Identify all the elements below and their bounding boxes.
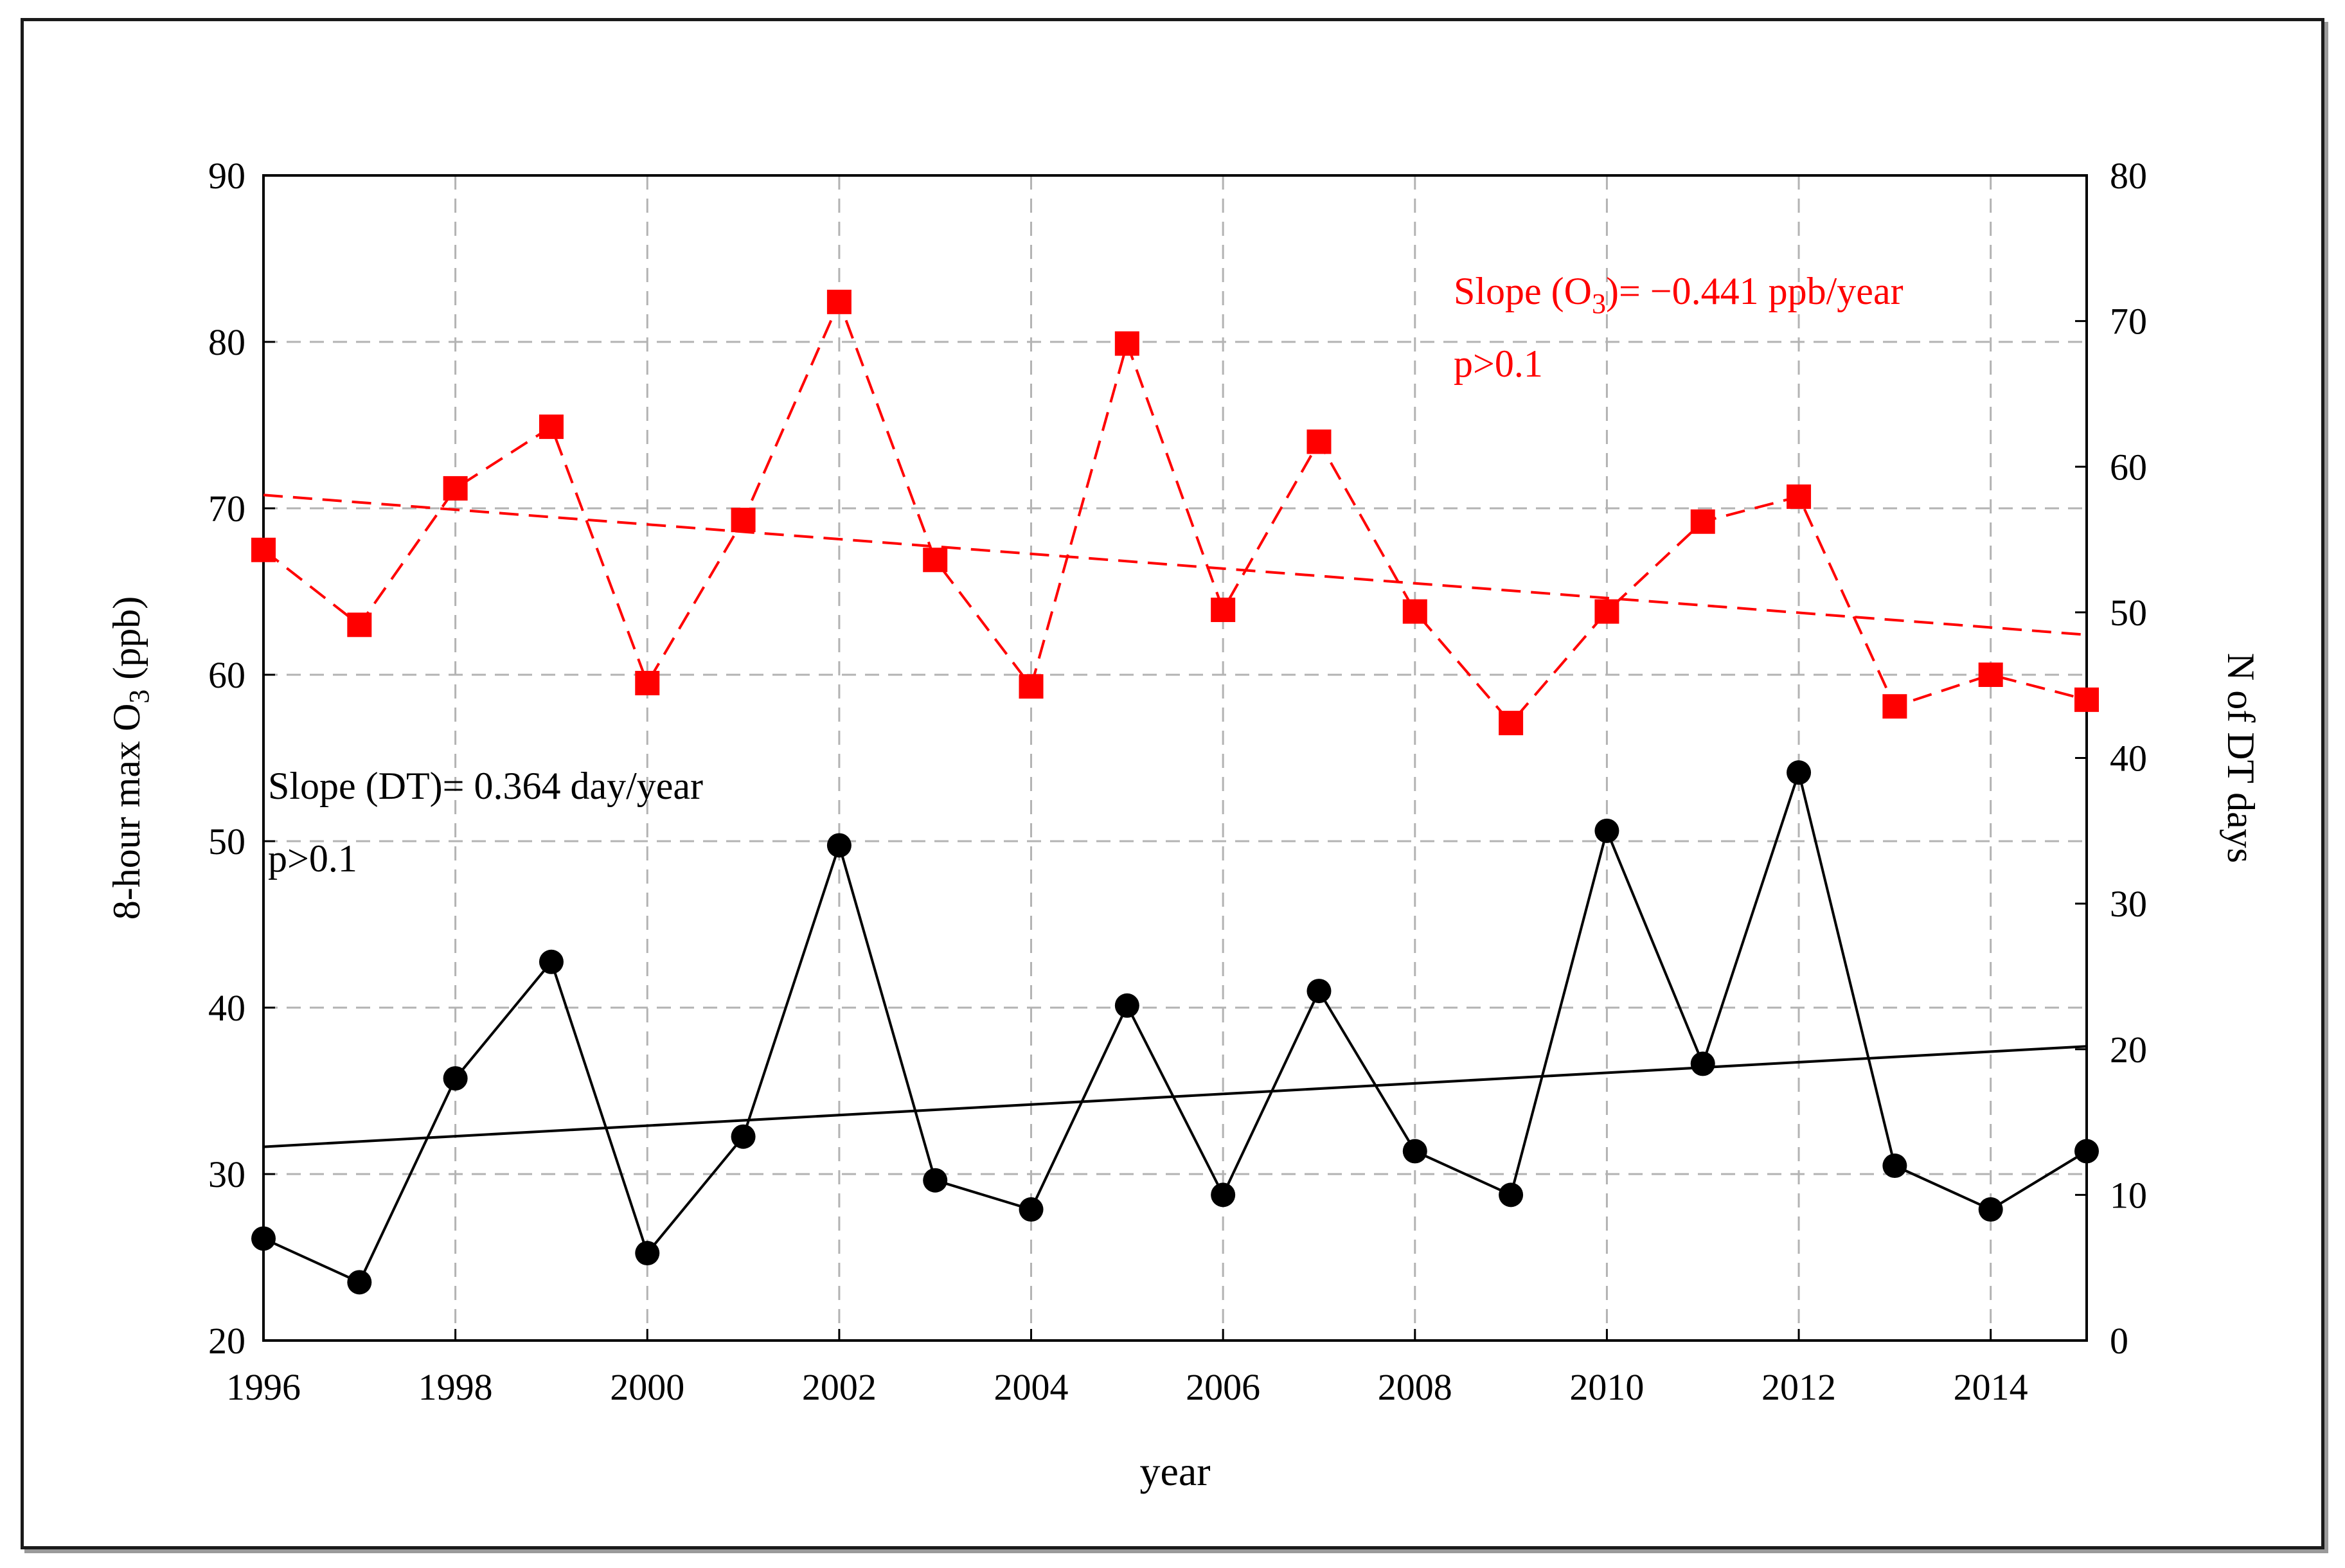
o3-slope-subscript: 3 [1592,288,1606,319]
left-y-tick-label: 20 [208,1320,245,1362]
left-y-tick-label: 60 [208,654,245,696]
right-y-tick-label: 30 [2110,883,2147,925]
left-y-label-text: 8-hour max O [105,704,148,920]
data-point-dt [1594,818,1619,843]
data-series [251,289,2099,1295]
left-y-tick-label: 80 [208,321,245,363]
o3-slope-value: )= −0.441 ppb/year [1606,270,1904,312]
data-point-o3 [1211,597,1236,622]
data-point-dt [251,1226,276,1251]
annotations: Slope (O3)= −0.441 ppb/year p>0.1 Slope … [268,270,1904,880]
x-tick-label: 2010 [1569,1366,1644,1408]
data-point-o3 [1402,599,1427,624]
right-y-tick-label: 50 [2110,592,2147,634]
data-point-dt [1690,1051,1715,1076]
data-point-dt [1787,760,1812,785]
data-point-o3 [635,670,660,695]
left-y-axis-label: 8-hour max O3 (ppb) [105,596,155,920]
data-point-o3 [1594,599,1619,624]
data-point-dt [826,833,852,858]
data-point-o3 [443,476,468,501]
data-point-o3 [731,508,756,533]
right-y-tick-label: 0 [2110,1320,2128,1362]
right-y-tick-label: 60 [2110,446,2147,488]
series-o3 [251,289,2099,736]
left-y-label-subscript: 3 [123,690,155,704]
data-point-dt [347,1270,372,1295]
data-point-o3 [539,414,564,440]
data-point-o3 [2074,687,2099,712]
series-line-dt [263,767,2088,1284]
series-dt [251,760,2099,1295]
figure-frame: 1996 1998 2000 2002 2004 2006 2008 2010 2012 2014… [21,18,2324,1549]
left-y-label-unit: (ppb) [105,596,148,690]
series-line-o3 [262,298,2087,726]
data-point-dt [539,949,564,974]
data-point-dt [731,1124,756,1149]
data-point-dt [1019,1197,1044,1222]
x-tick-label: 2000 [610,1366,684,1408]
x-axis-label: year [1139,1448,1210,1494]
right-y-tick-label: 70 [2110,301,2147,343]
trendlines [263,494,2087,1148]
data-point-dt [1114,993,1139,1018]
data-point-dt [1499,1182,1524,1207]
right-y-tick-label: 80 [2110,155,2147,197]
data-point-o3 [1787,484,1812,509]
x-tick-label: 2002 [802,1366,877,1408]
data-point-dt [1402,1139,1427,1164]
x-tick-label: 2006 [1186,1366,1260,1408]
right-y-tick-label: 20 [2110,1029,2147,1071]
data-point-o3 [923,548,948,573]
left-y-tick-label: 90 [208,155,245,197]
x-tick-label: 2004 [994,1366,1069,1408]
data-point-dt [923,1168,948,1193]
axis-labels: year 8-hour max O3 (ppb) N of DT days [105,596,2262,1494]
x-tick-label: 2012 [1761,1366,1836,1408]
dt-slope-annotation: Slope (DT)= 0.364 day/year [268,765,703,807]
left-y-tick-label: 70 [208,488,245,530]
trendline-dt [263,1045,2087,1148]
data-point-dt [1306,979,1332,1004]
data-point-o3 [347,612,372,637]
data-point-dt [1978,1197,2003,1222]
x-tick-label: 2008 [1378,1366,1452,1408]
right-y-axis-label: N of DT days [2220,653,2262,863]
x-tick-label: 1998 [418,1366,493,1408]
x-tick-label: 1996 [226,1366,301,1408]
right-y-tick-label: 40 [2110,738,2147,780]
data-point-dt [1882,1154,1907,1179]
data-point-o3 [1499,711,1524,736]
data-point-o3 [1019,674,1044,699]
data-point-o3 [1306,429,1332,454]
grid [263,175,2087,1341]
data-point-dt [2074,1139,2099,1164]
data-point-o3 [1978,663,2003,687]
data-point-o3 [1690,509,1715,534]
chart: 1996 1998 2000 2002 2004 2006 2008 2010 2012 2014… [105,155,2262,1494]
o3-slope-annotation: Slope (O3)= −0.441 ppb/year [1454,270,1904,319]
data-point-o3 [251,537,276,562]
right-y-tick-label: 10 [2110,1174,2147,1216]
data-point-dt [635,1241,660,1266]
data-point-o3 [1882,694,1907,719]
plot-area [262,174,2088,1342]
data-point-dt [1211,1182,1236,1207]
left-y-tick-label: 40 [208,987,245,1029]
o3-slope-text: Slope (O [1454,270,1592,312]
left-y-tick-label: 50 [208,821,245,862]
data-point-o3 [1114,331,1139,356]
data-point-dt [443,1066,468,1091]
axis-ticks: 1996 1998 2000 2002 2004 2006 2008 2010 2012 2014… [208,155,2147,1408]
data-point-o3 [826,289,852,314]
x-tick-label: 2014 [1954,1366,2028,1408]
o3-p-value: p>0.1 [1454,343,1543,385]
dt-p-value: p>0.1 [268,837,357,880]
left-y-tick-label: 30 [208,1154,245,1195]
trendline-o3 [263,494,2087,636]
